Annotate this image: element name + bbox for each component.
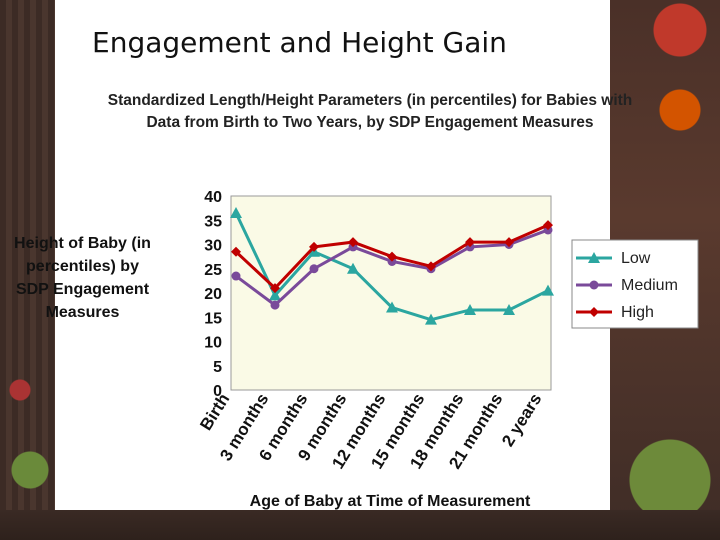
y-tick-label: 10 xyxy=(204,335,222,352)
data-point-medium xyxy=(231,271,241,281)
legend-label-high: High xyxy=(621,304,654,321)
data-point-high xyxy=(231,246,241,257)
legend-label-low: Low xyxy=(621,250,651,267)
plot-area xyxy=(230,195,552,391)
background-border-bottom xyxy=(0,510,720,540)
data-point-low xyxy=(347,262,359,274)
y-tick-label: 40 xyxy=(204,189,222,206)
data-point-low xyxy=(425,313,437,325)
data-point-medium xyxy=(309,264,319,274)
data-point-low xyxy=(503,303,515,315)
x-axis-label: Age of Baby at Time of Measurement xyxy=(249,493,531,510)
x-tick-label: 2 years xyxy=(498,390,545,450)
y-tick-label: 25 xyxy=(204,262,222,279)
data-point-low xyxy=(269,289,281,301)
y-tick-label: 35 xyxy=(204,213,222,230)
data-point-high xyxy=(504,237,514,248)
data-point-high xyxy=(426,261,436,272)
legend-marker-medium xyxy=(589,280,599,290)
y-tick-label: 0 xyxy=(213,383,222,400)
legend: Low Medium High xyxy=(571,239,699,329)
y-ticks: 0 5 10 15 20 25 30 35 40 xyxy=(204,189,222,400)
data-point-high xyxy=(465,237,475,248)
data-point-high xyxy=(270,283,280,294)
y-tick-label: 30 xyxy=(204,238,222,255)
series-group xyxy=(230,206,554,325)
data-point-low xyxy=(542,284,554,296)
data-point-low xyxy=(230,206,242,218)
data-point-high xyxy=(348,237,358,248)
data-point-low xyxy=(386,301,398,313)
data-point-medium xyxy=(270,300,280,310)
x-tick-label: Birth xyxy=(196,390,233,434)
legend-marker-high xyxy=(589,307,599,317)
y-axis-label: Height of Baby (in percentiles) by SDP E… xyxy=(14,235,151,321)
y-tick-label: 5 xyxy=(213,359,222,376)
legend-marker-low xyxy=(588,252,600,263)
legend-label-medium: Medium xyxy=(621,277,678,294)
data-point-high xyxy=(387,251,397,262)
chart-title: Standardized Length/Height Parameters (i… xyxy=(107,92,633,131)
background-border-left xyxy=(0,0,60,540)
data-point-low xyxy=(464,303,476,315)
y-tick-label: 20 xyxy=(204,286,222,303)
data-point-high xyxy=(543,220,553,231)
y-tick-label: 15 xyxy=(204,310,222,327)
data-point-high xyxy=(309,241,319,252)
page-title: Engagement and Height Gain xyxy=(92,26,507,59)
